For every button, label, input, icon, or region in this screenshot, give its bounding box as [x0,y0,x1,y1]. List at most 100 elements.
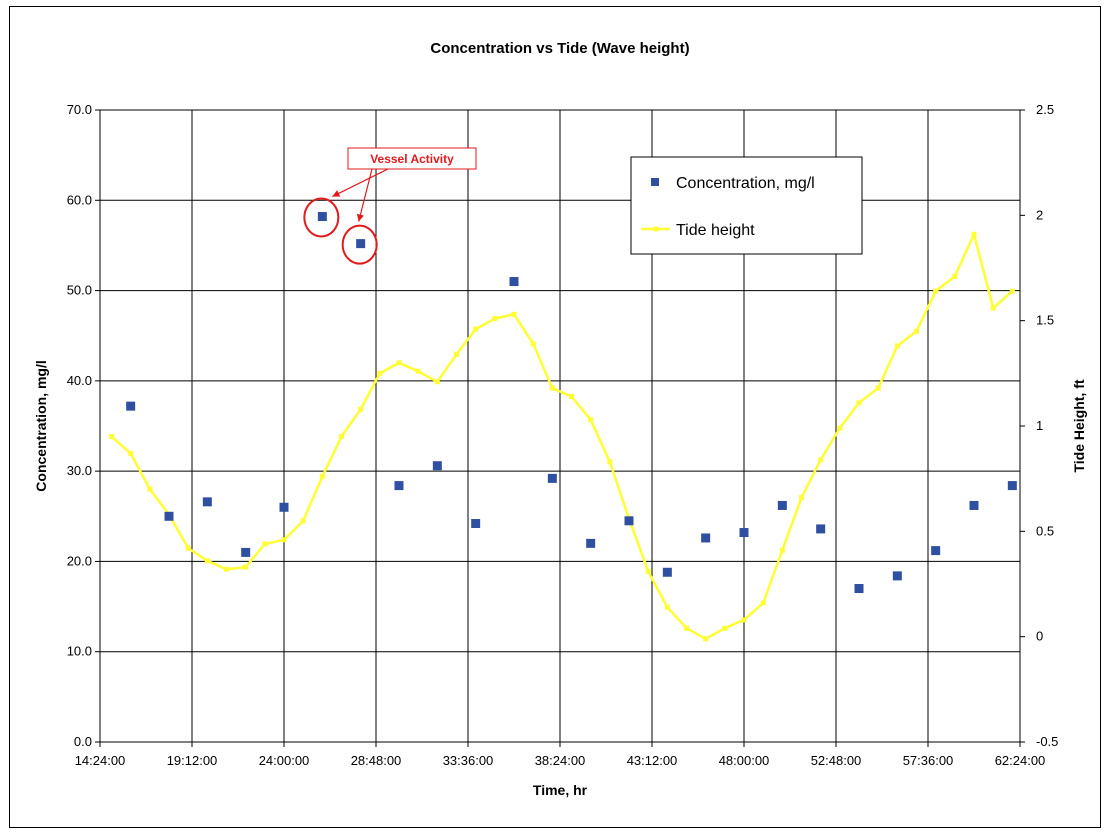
tide-point [262,541,268,547]
y2-tick-label: 2 [1036,207,1043,222]
x-axis-ticks: 14:24:00 19:12:00 24:00:00 28:48:00 33:36:00… [75,742,1046,768]
concentration-point [892,571,902,581]
y-tick-label: 0.0 [74,734,92,749]
tide-point [377,370,383,376]
y2-tick-label: 1.5 [1036,313,1054,328]
concentration-point [624,516,634,526]
y-tick-label: 70.0 [67,102,92,117]
tide-point [281,537,287,543]
x-tick-label: 52:48:00 [811,753,862,768]
tide-point [473,326,479,332]
concentration-point [241,547,251,557]
concentration-point [662,567,672,577]
tide-point [837,425,843,431]
concentration-point [931,546,941,556]
y-axis-ticks: 0.0 10.0 20.0 30.0 40.0 50.0 60.0 70.0 [67,102,100,749]
annotation-circle [341,224,378,265]
x-tick-label: 57:36:00 [903,753,954,768]
concentration-point [356,239,366,249]
tide-point [645,568,651,574]
y-tick-label: 60.0 [67,192,92,207]
concentration-point [1007,481,1017,491]
tide-point [971,231,977,237]
tide-point [128,450,134,456]
y-tick-label: 20.0 [67,553,92,568]
concentration-point [471,519,481,529]
x-axis-title: Time, hr [533,782,588,798]
tide-point [664,604,670,610]
tide-point [569,394,574,400]
tide-point [933,288,939,294]
tide-point [492,316,498,322]
x-tick-label: 19:12:00 [167,753,218,768]
concentration-point [701,533,711,543]
annotation-arrow [358,168,373,222]
chart-title: Concentration vs Tide (Wave height) [430,40,689,57]
concentration-point [202,497,212,507]
tide-point [185,545,191,551]
x-tick-label: 48:00:00 [719,753,770,768]
x-tick-label: 62:24:00 [995,753,1046,768]
vessel-activity-annotation: Vessel Activity [303,147,477,265]
tide-point [511,311,517,317]
legend: Concentration, mg/l Tide height [630,156,863,255]
tide-point [1009,288,1015,294]
tide-point [300,518,306,524]
tide-point [607,459,613,465]
y2-axis-ticks: -0.5 0 0.5 1 1.5 2 2.5 [1020,102,1058,749]
concentration-point [317,212,327,222]
tide-point [358,406,364,412]
legend-box [630,156,863,255]
tide-point [914,328,919,334]
tide-series [109,231,1015,642]
annotation-label: Vessel Activity [370,152,454,166]
tide-point [454,351,459,357]
tide-point [818,457,824,463]
concentration-point [126,401,136,411]
tide-point [741,617,747,623]
y2-tick-label: 0 [1036,629,1043,644]
grid [100,110,1020,742]
tide-point [684,625,689,631]
y-axis-title: Concentration, mg/l [33,360,49,491]
tide-point [415,368,421,374]
tide-point [722,625,728,631]
concentration-point [777,500,787,510]
chart-frame [9,6,1101,828]
tide-point [856,400,862,406]
tide-point [339,434,344,440]
concentration-point [279,502,289,512]
x-tick-label: 38:24:00 [535,753,586,768]
tide-point [147,486,153,492]
concentration-point [394,481,404,491]
tide-point [243,564,249,570]
tide-point [434,379,440,385]
tide-point [549,385,555,391]
y2-tick-label: -0.5 [1036,734,1058,749]
concentration-point [969,500,979,510]
x-tick-label: 33:36:00 [443,753,494,768]
annotation-arrowhead [356,213,364,222]
tide-point [319,474,325,480]
tide-point [779,547,785,553]
tide-point [952,273,958,279]
tide-point [760,600,766,606]
annotation-circle [303,197,340,238]
y-tick-label: 40.0 [67,373,92,388]
annotation-box [347,147,477,170]
tide-point [224,566,229,572]
concentration-point [854,584,864,594]
x-tick-label: 43:12:00 [627,753,678,768]
y-tick-label: 10.0 [67,644,92,659]
tide-point [530,341,536,347]
annotation-marks [303,168,389,265]
concentration-point [432,461,442,471]
tide-point [799,495,804,501]
y2-axis-title: Tide Height, ft [1071,379,1087,472]
tide-point [109,434,114,440]
legend-label-tide: Tide height [676,222,755,239]
tide-point [396,360,402,366]
x-tick-label: 14:24:00 [75,753,126,768]
concentration-point [816,524,826,534]
